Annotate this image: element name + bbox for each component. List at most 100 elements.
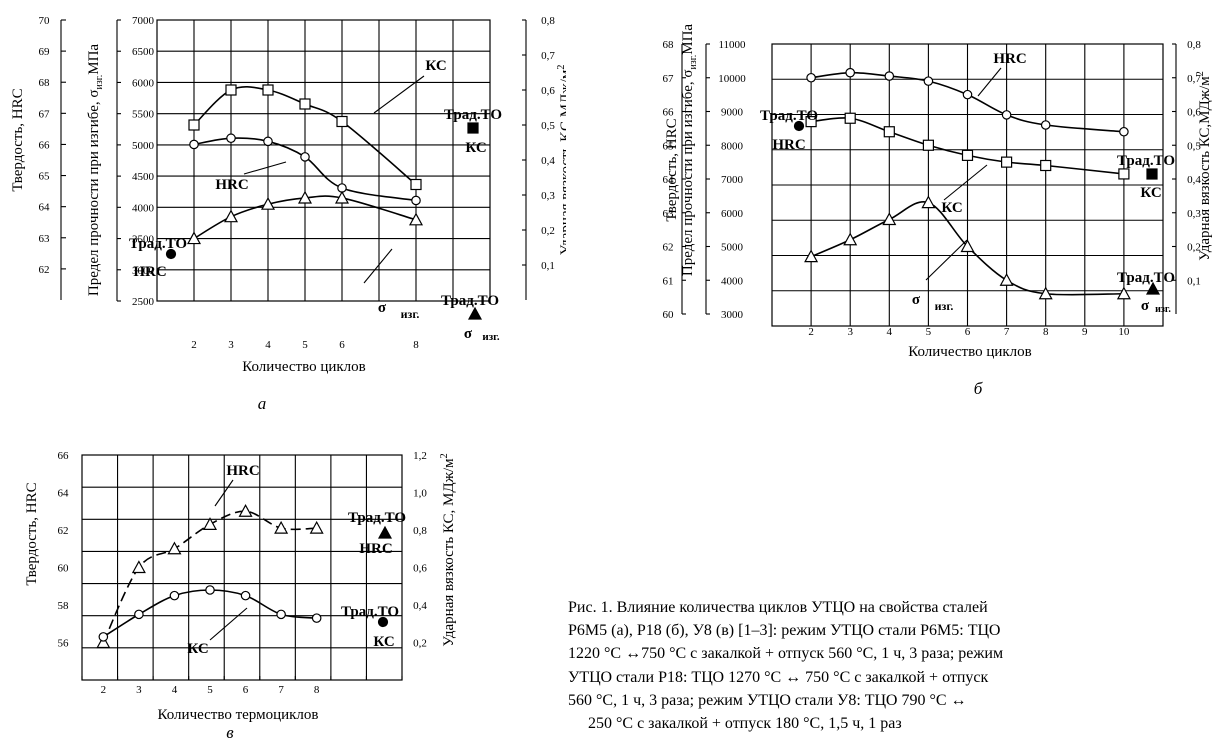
chart-a-series-label-sigma-sub: изг. [401, 307, 420, 321]
caption-line: Рис. 1. Влияние количества циклов УТЦО н… [568, 599, 988, 616]
chart-a-leader-sigma [363, 248, 393, 284]
chart-b-point [883, 126, 895, 138]
chart-b-strength-tick: 10000 [718, 73, 746, 85]
chart-a-hrc-tick: 64 [39, 202, 51, 214]
chart-b-point [922, 139, 934, 151]
chart-c-trad-sublabel: КС [373, 634, 394, 650]
chart-c-hrc-tick: 66 [58, 450, 70, 462]
chart-c-point [134, 609, 144, 620]
chart-b-strength-tick: 5000 [721, 242, 744, 254]
chart-b-trad-point-hrc [793, 120, 805, 132]
chart-a-strength-tick: 7000 [132, 15, 155, 27]
chart-a-kc-tick: 0,6 [541, 85, 555, 97]
chart-a-trad-point-sigma [467, 306, 483, 320]
chart-b-point [843, 232, 858, 246]
chart-b-strength-tick: 6000 [721, 208, 744, 220]
chart-a-point [225, 84, 237, 96]
chart-a-strength-tick: 3500 [132, 234, 155, 246]
chart-b-point [845, 67, 855, 78]
chart-c-point [202, 517, 218, 530]
chart-b-x-tick: 10 [1118, 326, 1130, 338]
chart-b-x-tick: 8 [1043, 326, 1049, 338]
chart-b-x-tick: 7 [1004, 326, 1010, 338]
chart-a-series-label-kc: КС [425, 58, 446, 74]
chart-a-strength-tick: 6000 [132, 77, 155, 89]
chart-c-trad-point-hrc [377, 525, 393, 539]
chart-a-point [262, 84, 274, 96]
chart-a-point [300, 152, 310, 162]
chart-c-ylabel-hrc: Твердость, HRC [24, 482, 40, 585]
chart-c-kc-tick: 1,0 [413, 488, 427, 500]
chart-c-kc-tick: 0,4 [413, 600, 427, 612]
chart-a-trad-label: Трад.ТО [441, 293, 499, 309]
chart-b-series-label-sigma-sub: изг. [935, 299, 954, 313]
chart-a-strength-tick: 5000 [132, 140, 155, 152]
chart-b-point [1118, 168, 1130, 180]
chart-c-point [240, 590, 251, 601]
chart-c-trad-label: Трад.ТО [341, 604, 399, 620]
chart-c-hrc-tick: 62 [58, 525, 69, 537]
chart-b-series-label-kc: КС [941, 200, 962, 216]
chart-b-hrc-tick: 62 [663, 242, 674, 254]
chart-b-point [1001, 156, 1013, 168]
chart-c-trad-point-kc [377, 616, 389, 628]
chart-a-point [188, 119, 200, 131]
chart-a-point [260, 196, 276, 210]
chart-c-x-tick: 5 [207, 684, 213, 696]
chart-b-trad-point-kc [1146, 168, 1158, 180]
chart-a-kc-tick: 0,5 [541, 120, 555, 132]
chart-b-strength-tick: 3000 [721, 309, 744, 321]
chart-a-hrc-tick: 69 [39, 46, 51, 58]
chart-c-point [169, 590, 180, 601]
chart-b-point [884, 71, 895, 81]
chart-c-kc-tick: 0,8 [413, 525, 427, 537]
chart-a-x-tick: 4 [265, 339, 271, 351]
chart-c-trad-sublabel: HRC [359, 541, 392, 557]
chart-a-x-tick: 6 [339, 339, 345, 351]
chart-b-leader-hrc [977, 67, 1002, 97]
chart-b-x-tick: 2 [808, 326, 814, 338]
chart-c-point [98, 632, 109, 642]
chart-b-series-label-hrc: HRC [993, 51, 1026, 67]
chart-c-point [205, 585, 215, 595]
chart-b-point [921, 195, 936, 209]
caption-line: 250 °С с закалкой + отпуск 180 °С, 1,5 ч… [588, 714, 902, 732]
chart-c-point [309, 520, 324, 534]
chart-a-kc-tick: 0,1 [541, 260, 555, 272]
chart-a-kc-tick: 0,4 [541, 155, 555, 167]
chart-b-series-label-sigma: σ [912, 292, 921, 308]
chart-b-trad-label: Трад.ТО [1117, 270, 1175, 286]
chart-a-kc-tick: 0,8 [541, 15, 555, 27]
figure-caption: Рис. 1. Влияние количества циклов УТЦО н… [568, 596, 1218, 735]
chart-c-kc-tick: 0,6 [413, 563, 427, 575]
chart-b-hrc-tick: 60 [663, 309, 675, 321]
chart-b-x-tick: 3 [847, 326, 853, 338]
chart-b-kc-tick: 0,3 [1187, 208, 1201, 220]
chart-b-hrc-tick: 67 [663, 73, 675, 85]
chart-b-trad-label: Трад.ТО [1117, 153, 1175, 169]
chart-b-kc-tick: 0,4 [1187, 174, 1201, 186]
chart-b-point [1001, 110, 1012, 120]
chart-c-leader-hrc [214, 479, 234, 507]
chart-b-hrc-tick: 64 [663, 174, 675, 186]
chart-a-point [297, 190, 313, 204]
chart-a-ylabel-hrc: Твердость, HRC [10, 88, 26, 191]
chart-a-hrc-tick: 67 [39, 108, 51, 120]
chart-b-trad-sublabel: КС [1140, 185, 1161, 201]
chart-c-point [238, 503, 253, 517]
chart-b-point [923, 76, 934, 86]
chart-a-series-label-sigma: σ [378, 300, 387, 316]
chart-a-strength-tick: 4500 [132, 171, 155, 183]
chart-a-ylabel-strength: Предел прочности при изгибе, σизг.МПа [86, 44, 105, 296]
chart-a-leader-kc [373, 75, 425, 114]
chart-a-strength-tick: 4000 [132, 202, 155, 214]
chart-a-trad-sublabel: σ [464, 326, 473, 342]
chart-b-point [999, 272, 1014, 286]
chart-b-x-tick: 9 [1082, 326, 1088, 338]
chart-a-kc-tick: 0,2 [541, 225, 555, 237]
chart-b-point [1040, 159, 1052, 172]
chart-b-trad-label: Трад.ТО [760, 108, 818, 124]
chart-a-trad-label: Трад.ТО [129, 236, 187, 252]
chart-a-hrc-tick: 66 [39, 139, 51, 151]
chart-c-x-tick: 2 [101, 684, 107, 696]
